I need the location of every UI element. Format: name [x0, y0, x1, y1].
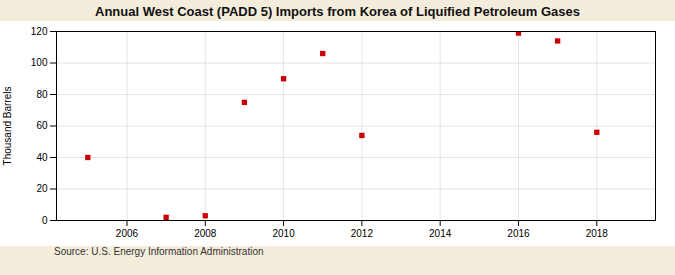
svg-text:2014: 2014 [429, 228, 452, 239]
svg-text:2006: 2006 [116, 228, 139, 239]
svg-text:2010: 2010 [272, 228, 295, 239]
svg-text:100: 100 [31, 57, 48, 68]
svg-text:40: 40 [36, 152, 48, 163]
svg-text:120: 120 [31, 26, 48, 37]
svg-text:2008: 2008 [194, 228, 217, 239]
html-text:Source: U.S. Energy Informatio: Source: U.S. Energy Information Administ… [54, 246, 264, 257]
svg-text:2012: 2012 [351, 228, 374, 239]
svg-text:2016: 2016 [507, 228, 530, 239]
svg-text:2018: 2018 [586, 228, 609, 239]
svg-text:20: 20 [36, 183, 48, 194]
svg-text:80: 80 [36, 89, 48, 100]
svg-text:60: 60 [36, 120, 48, 131]
svg-text:Thousand Barrels: Thousand Barrels [2, 87, 13, 166]
html-text:Annual West Coast (PADD 5) Imp: Annual West Coast (PADD 5) Imports from … [95, 4, 580, 19]
svg-text:0: 0 [42, 215, 48, 226]
